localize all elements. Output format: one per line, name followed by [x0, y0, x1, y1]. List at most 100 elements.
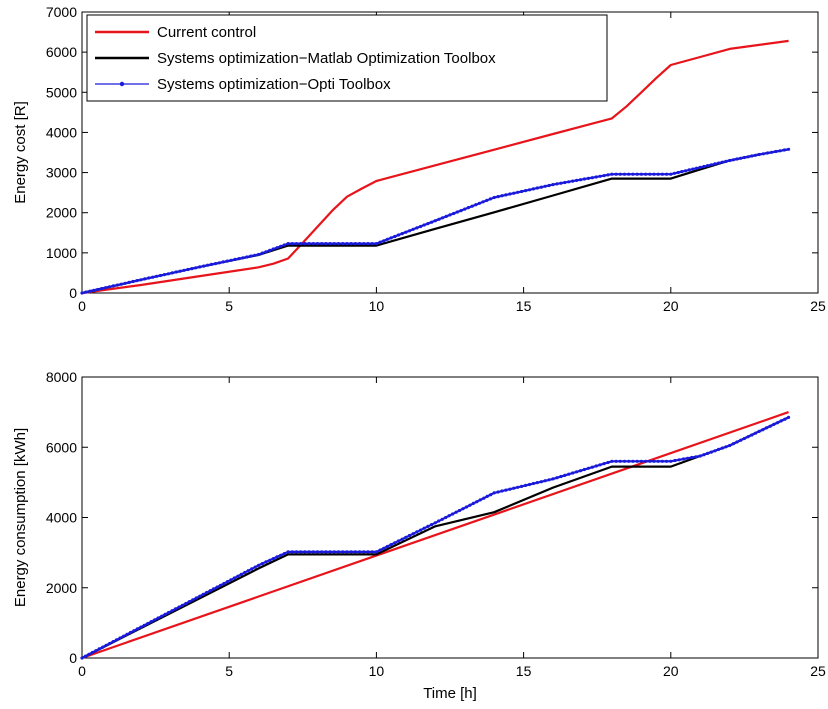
data-point: [186, 267, 190, 272]
data-point: [393, 234, 397, 239]
data-point: [311, 550, 315, 554]
data-point: [669, 172, 673, 176]
data-point: [241, 256, 245, 260]
data-point: [158, 273, 163, 278]
data-point: [104, 286, 108, 290]
data-point: [631, 459, 635, 463]
data-point: [362, 242, 366, 246]
data-point: [426, 524, 430, 529]
data-point: [433, 521, 437, 525]
data-point: [618, 459, 622, 463]
data-point: [307, 550, 311, 554]
data-point: [578, 469, 583, 473]
data-point: [782, 148, 787, 152]
data-point: [249, 254, 253, 258]
data-point: [543, 479, 547, 483]
x-tick-label: 25: [810, 298, 826, 314]
data-point: [627, 172, 631, 176]
data-point: [111, 640, 115, 644]
data-point: [610, 459, 614, 463]
data-point: [118, 636, 122, 640]
data-point: [474, 203, 478, 207]
data-point: [731, 158, 736, 162]
data-point: [286, 242, 290, 246]
data-point: [635, 172, 639, 176]
data-point: [336, 242, 341, 246]
data-point: [184, 601, 188, 606]
data-point: [656, 172, 660, 176]
data-point: [508, 487, 512, 491]
data-point: [488, 197, 493, 201]
data-point: [618, 172, 622, 176]
x-tick-label: 15: [516, 663, 532, 679]
data-point: [500, 194, 504, 198]
data-point: [393, 541, 397, 545]
data-point: [239, 572, 243, 577]
data-point: [294, 242, 299, 246]
data-point: [590, 176, 594, 180]
y-tick-label: 8000: [46, 369, 77, 385]
legend-box: [86, 14, 608, 102]
data-point: [217, 261, 221, 265]
data-point: [524, 483, 528, 487]
data-point: [229, 258, 233, 262]
data-point: [290, 242, 294, 246]
y-tick-label: 0: [69, 650, 77, 666]
data-point: [547, 183, 551, 188]
x-tick-label: 25: [810, 663, 826, 679]
data-point: [264, 250, 268, 254]
data-point: [753, 153, 758, 157]
data-point: [236, 574, 240, 578]
data-point: [444, 515, 448, 520]
data-point: [516, 485, 520, 489]
data-point: [504, 193, 508, 197]
data-point: [466, 206, 470, 210]
data-point: [260, 562, 264, 566]
data-point: [644, 172, 648, 176]
data-point: [582, 177, 587, 181]
x-tick-label: 20: [663, 298, 679, 314]
data-point: [687, 168, 691, 172]
data-point: [739, 438, 743, 442]
data-point: [614, 459, 618, 463]
data-point: [786, 147, 791, 151]
data-point: [728, 443, 732, 448]
data-point: [695, 166, 699, 170]
data-point: [500, 489, 504, 493]
data-point: [232, 576, 236, 580]
data-point: [135, 279, 139, 283]
data-point: [332, 242, 336, 246]
data-point: [92, 288, 96, 292]
data-point: [441, 216, 445, 220]
data-point: [115, 638, 119, 642]
data-point: [543, 184, 547, 188]
data-point: [590, 465, 594, 469]
data-point: [478, 498, 482, 502]
data-point: [167, 610, 171, 615]
data-point: [382, 546, 386, 550]
data-point: [101, 645, 105, 649]
data-point: [415, 530, 419, 534]
data-point: [665, 459, 669, 463]
data-point: [303, 550, 307, 554]
x-axis-label: Time [h]: [423, 685, 477, 702]
y-tick-label: 2000: [46, 580, 77, 596]
x-tick-label: 10: [369, 298, 385, 314]
chart-2: 0 5 10 15 20 25 0 2000 4000 6000 8000 Energy consum…: [12, 369, 826, 702]
data-point: [201, 592, 205, 597]
data-point: [374, 242, 378, 246]
data-point: [698, 165, 702, 169]
data-point: [448, 213, 452, 217]
y-tick-label: 4000: [46, 124, 77, 140]
data-point: [652, 459, 656, 463]
legend-entry: Current control: [157, 24, 256, 41]
data-point: [676, 170, 680, 175]
data-point: [320, 550, 324, 554]
data-point: [457, 508, 462, 513]
data-point: [328, 242, 332, 246]
data-point: [614, 172, 618, 176]
legend-marker: [119, 81, 125, 87]
data-point: [332, 550, 336, 554]
data-point: [539, 480, 543, 484]
data-point: [639, 459, 644, 463]
